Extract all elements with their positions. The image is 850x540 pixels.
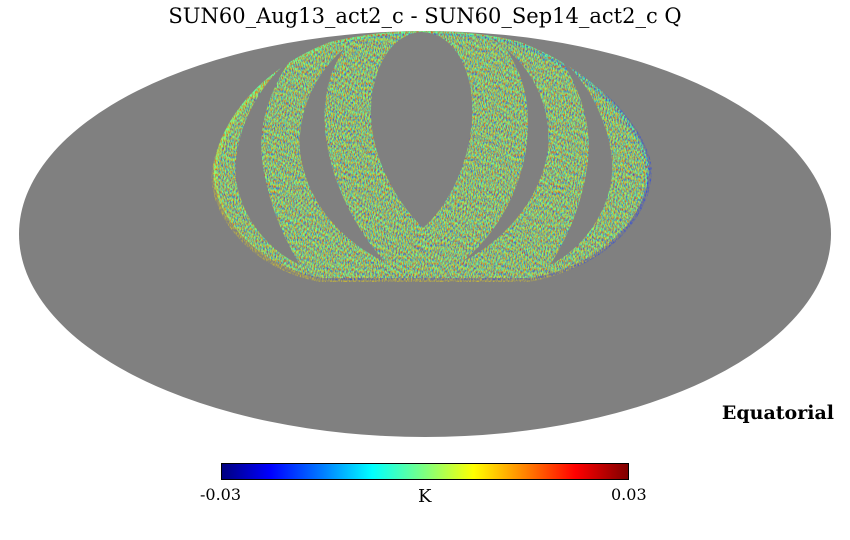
colorbar bbox=[221, 463, 629, 480]
scan-gaps bbox=[235, 32, 613, 265]
map-title: SUN60_Aug13_act2_c - SUN60_Sep14_act2_c … bbox=[168, 4, 682, 28]
colorbar-min-label: -0.03 bbox=[200, 485, 242, 504]
colorbar-max-label: 0.03 bbox=[611, 485, 647, 504]
colorbar-unit-label: K bbox=[418, 486, 432, 507]
coordinate-system-label: Equatorial bbox=[721, 402, 834, 424]
scan-region bbox=[211, 31, 652, 282]
